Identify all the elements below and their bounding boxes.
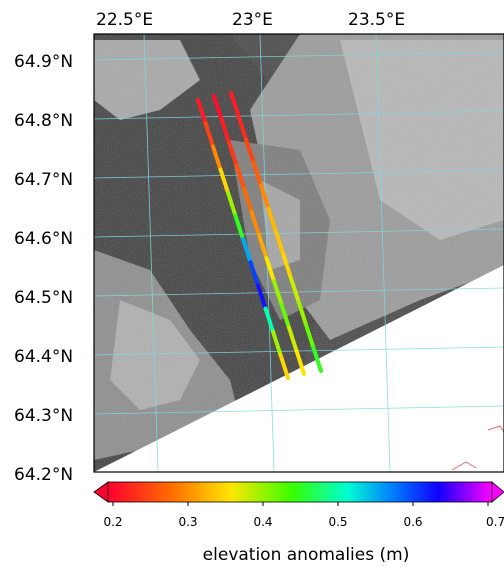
lon-tick-label: 23.5°E: [348, 10, 405, 30]
track-segment: [203, 121, 215, 149]
coast-outline: [451, 425, 504, 471]
track-segment: [256, 283, 268, 311]
colorbar-tick-label: 0.5: [328, 515, 347, 529]
map-area: [94, 34, 504, 472]
colorbar-tick-label: 0.2: [103, 515, 122, 529]
track-segment: [236, 114, 248, 142]
lat-tick-label: 64.7°N: [14, 170, 73, 190]
colorbar-tick-label: 0.6: [403, 515, 422, 529]
colorbar: 0.2 0.3 0.4 0.5 0.6 0.7 elevation anomal…: [93, 481, 504, 565]
colorbar-ticks: [112, 502, 489, 506]
track-segment: [234, 163, 246, 191]
altimetry-tracks: [196, 91, 323, 380]
track-segment: [263, 306, 275, 334]
colorbar-tick-label: 0.3: [178, 515, 197, 529]
track-segment: [272, 279, 284, 307]
altimetry-track: [229, 91, 323, 373]
track-segment: [304, 322, 316, 350]
track-segment: [281, 253, 293, 281]
track-segment: [241, 237, 253, 265]
track-segment: [219, 117, 231, 145]
track-segment: [251, 160, 263, 188]
track-segment: [257, 233, 269, 261]
track-segment: [259, 183, 271, 211]
colorbar-tick-label: 0.7: [486, 515, 504, 529]
lat-tick-label: 64.2°N: [14, 465, 73, 485]
track-segment: [211, 144, 223, 172]
track-segment: [266, 206, 278, 234]
track-segment: [226, 190, 238, 218]
track-segment: [212, 94, 224, 122]
track-segment: [227, 140, 239, 168]
no-data-region: [94, 265, 504, 472]
lon-tick-label: 22.5°E: [96, 10, 153, 30]
lon-tick-labels: 22.5°E 23°E 23.5°E: [96, 10, 405, 30]
colorbar-label: elevation anomalies (m): [203, 545, 410, 565]
lat-tick-label: 64.5°N: [14, 288, 73, 308]
track-segment: [271, 329, 283, 357]
lat-tick-labels: 64.9°N 64.8°N 64.7°N 64.6°N 64.5°N 64.4°…: [14, 52, 73, 485]
sar-image: [94, 34, 504, 472]
track-segment: [279, 302, 291, 330]
lat-tick-label: 64.6°N: [14, 229, 73, 249]
track-segment: [218, 167, 230, 195]
colorbar-tick-label: 0.4: [253, 515, 272, 529]
lat-tick-label: 64.9°N: [14, 52, 73, 72]
track-segment: [229, 91, 241, 119]
colorbar-extend-high: [491, 481, 504, 503]
track-segment: [249, 209, 261, 237]
altimetry-track: [212, 94, 306, 376]
map-frame: [93, 33, 504, 473]
graticule: [94, 34, 504, 472]
track-segment: [264, 256, 276, 284]
lat-tick-label: 64.4°N: [14, 347, 73, 367]
track-segment: [233, 213, 245, 241]
track-segment: [244, 137, 256, 165]
track-segment: [278, 352, 290, 380]
track-segment: [274, 230, 286, 258]
track-segment: [289, 276, 301, 304]
colorbar-bar: [107, 481, 493, 503]
track-segment: [311, 345, 323, 373]
track-segment: [296, 299, 308, 327]
track-segment: [242, 186, 254, 214]
lat-tick-label: 64.8°N: [14, 111, 73, 131]
lon-tick-label: 23°E: [232, 10, 273, 30]
track-segment: [287, 325, 299, 353]
track-segment: [248, 260, 260, 288]
track-segment: [196, 98, 208, 126]
track-segment: [294, 348, 306, 376]
colorbar-extend-low: [93, 481, 109, 503]
altimetry-track: [196, 98, 290, 380]
lat-tick-label: 64.3°N: [14, 406, 73, 426]
